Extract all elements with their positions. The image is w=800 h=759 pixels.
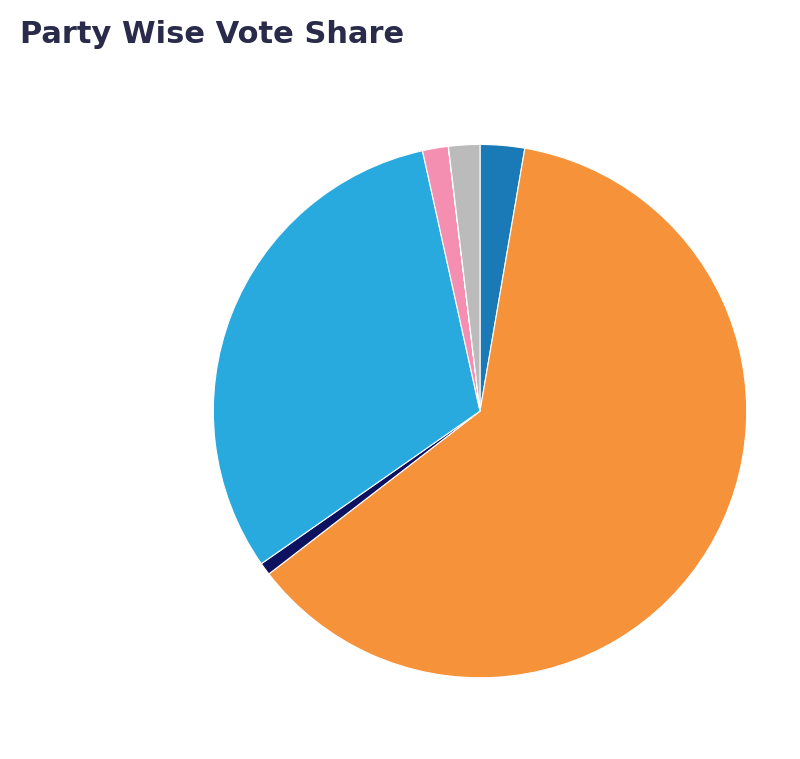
Wedge shape	[422, 146, 480, 411]
Wedge shape	[448, 146, 480, 411]
Wedge shape	[262, 411, 480, 574]
Wedge shape	[269, 148, 746, 678]
Wedge shape	[449, 144, 480, 411]
Wedge shape	[214, 151, 480, 564]
Wedge shape	[480, 144, 525, 411]
Text: Party Wise Vote Share: Party Wise Vote Share	[20, 20, 404, 49]
